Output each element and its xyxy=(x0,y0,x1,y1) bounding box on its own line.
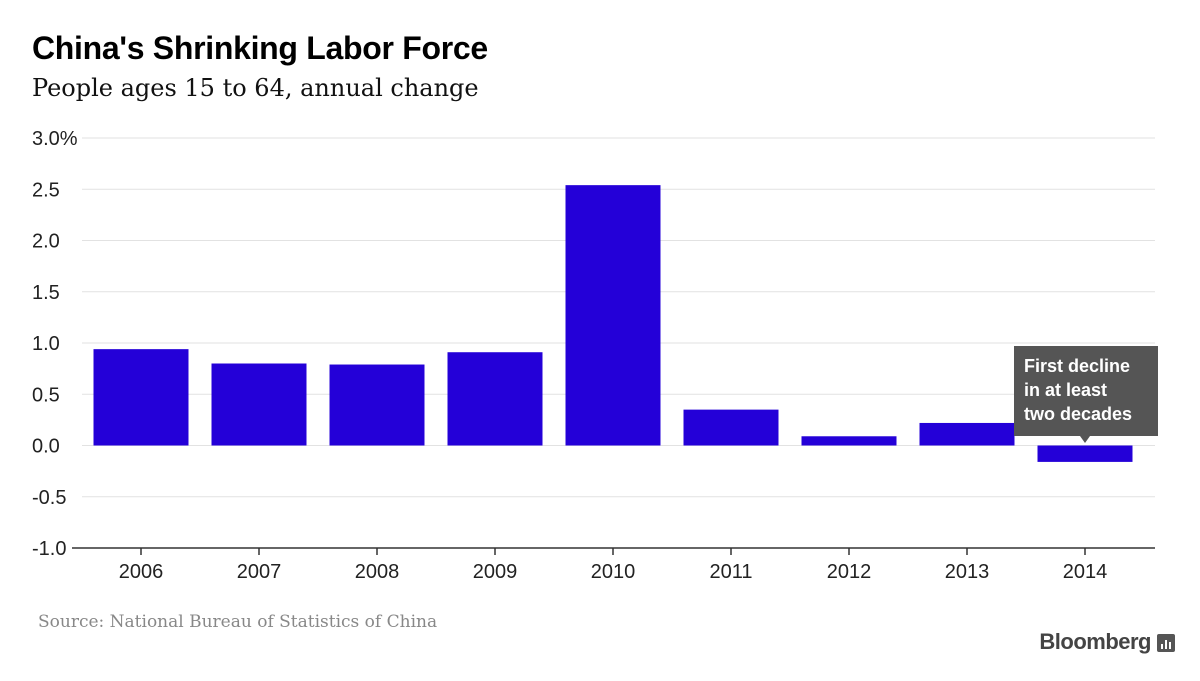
source-note: Source: National Bureau of Statistics of… xyxy=(38,612,438,632)
x-tick-label: 2011 xyxy=(709,561,752,583)
y-tick-label: 2.0 xyxy=(32,231,60,253)
bar-2014[interactable] xyxy=(1037,445,1133,462)
y-tick-label: 0.0 xyxy=(32,436,60,458)
y-tick-label: 1.5 xyxy=(32,282,60,304)
y-tick-label: 3.0% xyxy=(32,128,78,150)
x-tick-label: 2010 xyxy=(591,561,636,583)
x-tick-label: 2014 xyxy=(1063,561,1108,583)
brand-name: Bloomberg xyxy=(1039,629,1151,654)
y-tick-label: 1.0 xyxy=(32,333,60,355)
x-tick-label: 2008 xyxy=(355,561,400,583)
bar-2007[interactable] xyxy=(211,363,307,446)
annotation-text: in at least xyxy=(1024,380,1107,400)
bar-2012[interactable] xyxy=(801,436,897,446)
chart-title: China's Shrinking Labor Force xyxy=(32,30,488,66)
y-tick-label: -1.0 xyxy=(32,538,66,560)
annotation-text: two decades xyxy=(1024,404,1132,424)
x-tick-label: 2007 xyxy=(237,561,282,583)
bar-2011[interactable] xyxy=(683,409,779,446)
bloomberg-chart-icon xyxy=(1157,634,1175,652)
annotation-box xyxy=(1014,346,1158,436)
bar-2006[interactable] xyxy=(93,349,189,446)
chart-subtitle: People ages 15 to 64, annual change xyxy=(32,74,479,102)
x-tick-label: 2013 xyxy=(945,561,990,583)
bar-2013[interactable] xyxy=(919,422,1015,446)
bar-2009[interactable] xyxy=(447,352,543,446)
bloomberg-logo: Bloomberg xyxy=(1039,629,1175,655)
annotation-text: First decline xyxy=(1024,356,1130,376)
bar-2008[interactable] xyxy=(329,364,425,446)
y-tick-label: 0.5 xyxy=(32,384,60,406)
x-tick-label: 2009 xyxy=(473,561,518,583)
y-tick-label: -0.5 xyxy=(32,487,66,509)
x-tick-label: 2012 xyxy=(827,561,872,583)
y-tick-label: 2.5 xyxy=(32,179,60,201)
annotation-pointer xyxy=(1080,436,1090,443)
x-tick-label: 2006 xyxy=(119,561,164,583)
bar-2010[interactable] xyxy=(565,185,661,446)
